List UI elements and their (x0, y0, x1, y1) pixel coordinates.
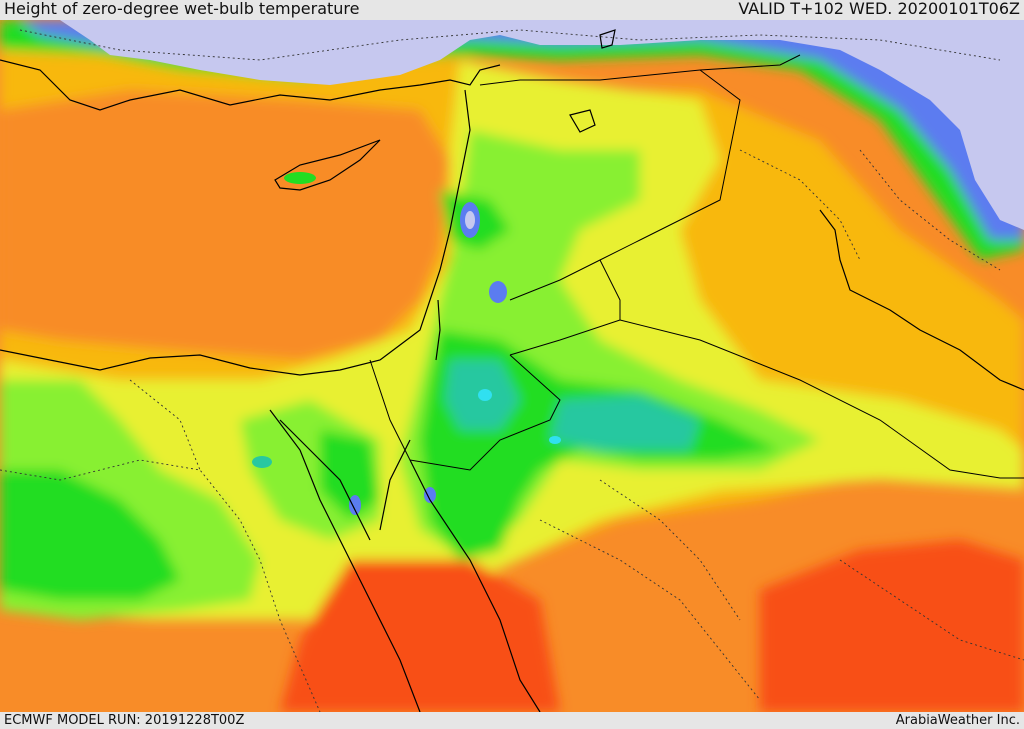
zone-green-sinai (320, 430, 380, 520)
coastlines (0, 29, 1024, 712)
blob-saudi (424, 487, 436, 503)
map-header: Height of zero-degree wet-bulb temperatu… (0, 0, 1024, 20)
admin-saudi (539, 519, 761, 701)
admin-egypt-2 (129, 379, 201, 471)
gulf-suez (279, 419, 371, 541)
zone-green-egypt (0, 470, 180, 600)
dead-sea (435, 299, 441, 361)
turkey-coast (0, 59, 501, 111)
border-jordan-saudi (409, 354, 561, 471)
zone-med-orange (0, 90, 450, 360)
model-run: ECMWF MODEL RUN: 20191228T00Z (4, 713, 245, 728)
blob-syria (489, 281, 507, 303)
levant-coast (0, 89, 471, 376)
lake-van (569, 109, 596, 133)
admin-saudi-2 (599, 479, 741, 621)
blob-iraq-cyan (549, 436, 561, 444)
borders (369, 54, 1024, 479)
zone-lowest-east (995, 100, 1024, 230)
blob-sinai (349, 495, 361, 515)
map-title: Height of zero-degree wet-bulb temperatu… (4, 0, 360, 18)
zone-red-orange-se (760, 540, 1024, 712)
border-syria-turkey (479, 54, 801, 86)
border-egypt-israel (369, 359, 411, 461)
gulf-aqaba (379, 439, 411, 531)
red-sea-west (269, 409, 421, 712)
blob-cyprus (284, 172, 316, 184)
map-footer: ECMWF MODEL RUN: 20191228T00Z ArabiaWeat… (0, 712, 1024, 729)
zone-lowest (60, 20, 1024, 230)
zone-red-orange-saudi (280, 560, 560, 712)
border-syria-iraq (509, 69, 741, 301)
blob-lebanon-core (465, 211, 475, 229)
zone-teal-iraq (550, 395, 700, 450)
admin-iraq (739, 149, 861, 261)
admin-lines (0, 29, 1024, 712)
credit: ArabiaWeather Inc. (895, 713, 1020, 728)
admin-saudi-east (839, 559, 1024, 661)
persian-gulf (819, 209, 1024, 391)
red-sea-east (409, 459, 541, 712)
forecast-map (0, 20, 1024, 712)
admin-iran (859, 149, 1001, 271)
cyprus (274, 139, 381, 191)
valid-time: VALID T+102 WED. 20200101T06Z (738, 0, 1020, 18)
blob-sinai-2 (252, 456, 272, 468)
lake-urmia (599, 29, 616, 49)
blob-jordan-cyan (478, 389, 492, 401)
admin-egypt (0, 459, 321, 712)
border-iraq-saudi (619, 319, 1024, 479)
